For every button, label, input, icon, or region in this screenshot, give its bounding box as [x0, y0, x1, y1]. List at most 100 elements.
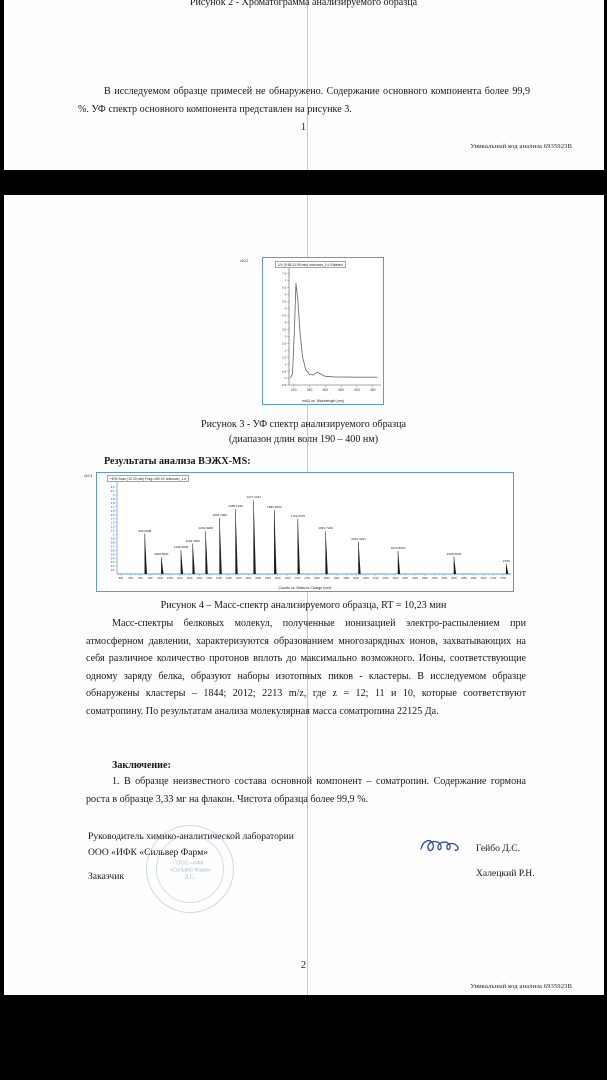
- svg-text:2: 2: [113, 493, 115, 497]
- svg-text:2700: 2700: [490, 576, 496, 580]
- svg-text:1500: 1500: [255, 576, 261, 580]
- page-separator-top: [0, 170, 607, 195]
- figure-3-subcaption: (диапазон длин волн 190 – 400 нм): [228, 434, 379, 445]
- svg-text:2400: 2400: [432, 576, 438, 580]
- uv-exponent-label: x10 2: [240, 259, 249, 263]
- svg-text:1850: 1850: [324, 576, 330, 580]
- ms-peak-label: 2766: [502, 558, 510, 563]
- svg-text:1.3: 1.3: [111, 521, 115, 525]
- svg-text:2600: 2600: [471, 576, 477, 580]
- results-heading: Результаты анализа ВЭЖХ-MS:: [104, 456, 251, 467]
- document-page-2: UV (9.68-11.90 min) unknown_1.d Subtract…: [0, 195, 607, 995]
- svg-text:3: 3: [285, 334, 287, 338]
- svg-text:1.5: 1.5: [111, 513, 115, 517]
- svg-text:2050: 2050: [363, 576, 369, 580]
- svg-text:2000: 2000: [353, 576, 359, 580]
- page-1-number: 1: [300, 122, 307, 133]
- svg-text:250: 250: [307, 388, 313, 392]
- svg-text:1350: 1350: [226, 576, 232, 580]
- svg-text:1900: 1900: [334, 576, 340, 580]
- signature-name-customer: Халецкий Р.Н.: [476, 868, 535, 879]
- svg-text:1.5: 1.5: [282, 355, 287, 359]
- svg-text:1.8: 1.8: [111, 501, 115, 505]
- svg-text:200: 200: [291, 388, 297, 392]
- svg-text:1300: 1300: [216, 576, 222, 580]
- svg-text:2200: 2200: [392, 576, 398, 580]
- figure-4-caption: Рисунок 4 – Масс-спектр анализируемого о…: [160, 600, 447, 611]
- ms-x-axis-title: Counts vs. Mass-to-Charge (m/z): [278, 586, 332, 590]
- page-2-unique-code: Уникальный код анализа 6935923B: [470, 983, 572, 990]
- svg-text:900: 900: [138, 576, 143, 580]
- svg-text:1750: 1750: [304, 576, 310, 580]
- ms-peak-label: 1106.3809: [173, 545, 189, 550]
- svg-text:4.5: 4.5: [282, 314, 287, 318]
- page-2-main-paragraph: Масс-спектры белковых молекул, полученны…: [86, 618, 526, 717]
- svg-text:1.9: 1.9: [111, 497, 115, 501]
- ms-peak-label: 1385.1433: [228, 504, 243, 509]
- ms-chart-legend: +ESI Scan (10.33 min) Frag=150.0V unknow…: [107, 475, 189, 482]
- svg-text:0.9: 0.9: [111, 537, 115, 541]
- svg-text:450: 450: [370, 388, 376, 392]
- svg-text:-0.5: -0.5: [281, 383, 287, 387]
- svg-text:2350: 2350: [422, 576, 428, 580]
- svg-text:1400: 1400: [236, 576, 242, 580]
- ms-peak-label: 1582.9032: [267, 504, 282, 509]
- svg-text:6.5: 6.5: [282, 286, 287, 290]
- svg-text:1100: 1100: [177, 576, 183, 580]
- svg-text:1.7: 1.7: [111, 505, 115, 509]
- page-2-number: 2: [300, 960, 307, 971]
- svg-text:1200: 1200: [196, 576, 202, 580]
- screen-edge-left: [0, 0, 4, 1080]
- page-separator-bottom: [0, 995, 607, 1080]
- svg-text:0.5: 0.5: [111, 552, 115, 556]
- svg-text:1.4: 1.4: [111, 517, 115, 521]
- svg-text:1.2: 1.2: [111, 525, 115, 529]
- ms-peak-label: 1232.5208: [198, 526, 213, 531]
- svg-text:1800: 1800: [314, 576, 320, 580]
- svg-text:0.1: 0.1: [111, 568, 115, 572]
- ms-peak-label: 2213.8670: [390, 546, 406, 551]
- svg-text:1550: 1550: [265, 576, 271, 580]
- svg-text:0.8: 0.8: [111, 540, 115, 544]
- svg-text:1700: 1700: [294, 576, 300, 580]
- screen-edge-right: [604, 0, 607, 1080]
- svg-text:5: 5: [285, 307, 287, 311]
- svg-text:1050: 1050: [167, 576, 173, 580]
- svg-text:1600: 1600: [275, 576, 281, 580]
- conclusion-heading: Заключение:: [112, 760, 171, 771]
- svg-text:400: 400: [354, 388, 360, 392]
- ms-peak-label: 1702.6970: [290, 513, 306, 518]
- svg-text:1: 1: [113, 533, 115, 537]
- signature-role-line-2: ООО «ИФК «Сильвер Фарм»: [88, 847, 209, 858]
- page-1-unique-code: Уникальный код анализа 6935923B: [470, 143, 572, 150]
- ms-peak-label: 1477.4237: [246, 495, 261, 500]
- svg-text:3.5: 3.5: [282, 327, 287, 331]
- svg-text:1.6: 1.6: [111, 509, 115, 513]
- figure-3-uv-spectrum-chart: UV (9.68-11.90 min) unknown_1.d Subtract…: [262, 257, 384, 405]
- ms-exponent-label: x10 4: [84, 474, 93, 478]
- signature-customer-label: Заказчик: [88, 871, 125, 882]
- svg-text:1250: 1250: [206, 576, 212, 580]
- svg-text:5.5: 5.5: [282, 300, 287, 304]
- svg-text:2300: 2300: [412, 576, 418, 580]
- svg-text:2.1: 2.1: [111, 489, 115, 493]
- uv-plot: -0.5 0 0.5 1 1.5 2 2.5 3 3.5 4 4.5 5 5.5 6 6.5 7 7.5 200…: [281, 268, 381, 392]
- svg-text:2500: 2500: [451, 576, 457, 580]
- svg-text:6: 6: [285, 293, 287, 297]
- page-1-paragraph: В исследуемом образце примесей не обнару…: [78, 86, 530, 115]
- svg-text:2150: 2150: [383, 576, 389, 580]
- ms-peak-label: 1166.4960: [185, 538, 200, 543]
- svg-text:2.5: 2.5: [282, 341, 287, 345]
- svg-text:0: 0: [285, 376, 287, 380]
- svg-text:0.4: 0.4: [111, 556, 115, 560]
- uv-chart-legend: UV (9.68-11.90 min) unknown_1.d Subtract: [275, 261, 346, 268]
- ms-peak-label: 2499.2923: [446, 551, 462, 556]
- ms-peak-label: 1844.7232: [318, 526, 333, 531]
- ms-peak-label: 1006.5501: [154, 552, 169, 557]
- svg-text:2450: 2450: [441, 576, 447, 580]
- ms-plot: 0.10.20.30.40.50.60.70.80.911.11.21.31.4…: [111, 481, 511, 580]
- svg-text:2550: 2550: [461, 576, 467, 580]
- svg-text:2: 2: [285, 348, 287, 352]
- svg-text:1.1: 1.1: [111, 529, 115, 533]
